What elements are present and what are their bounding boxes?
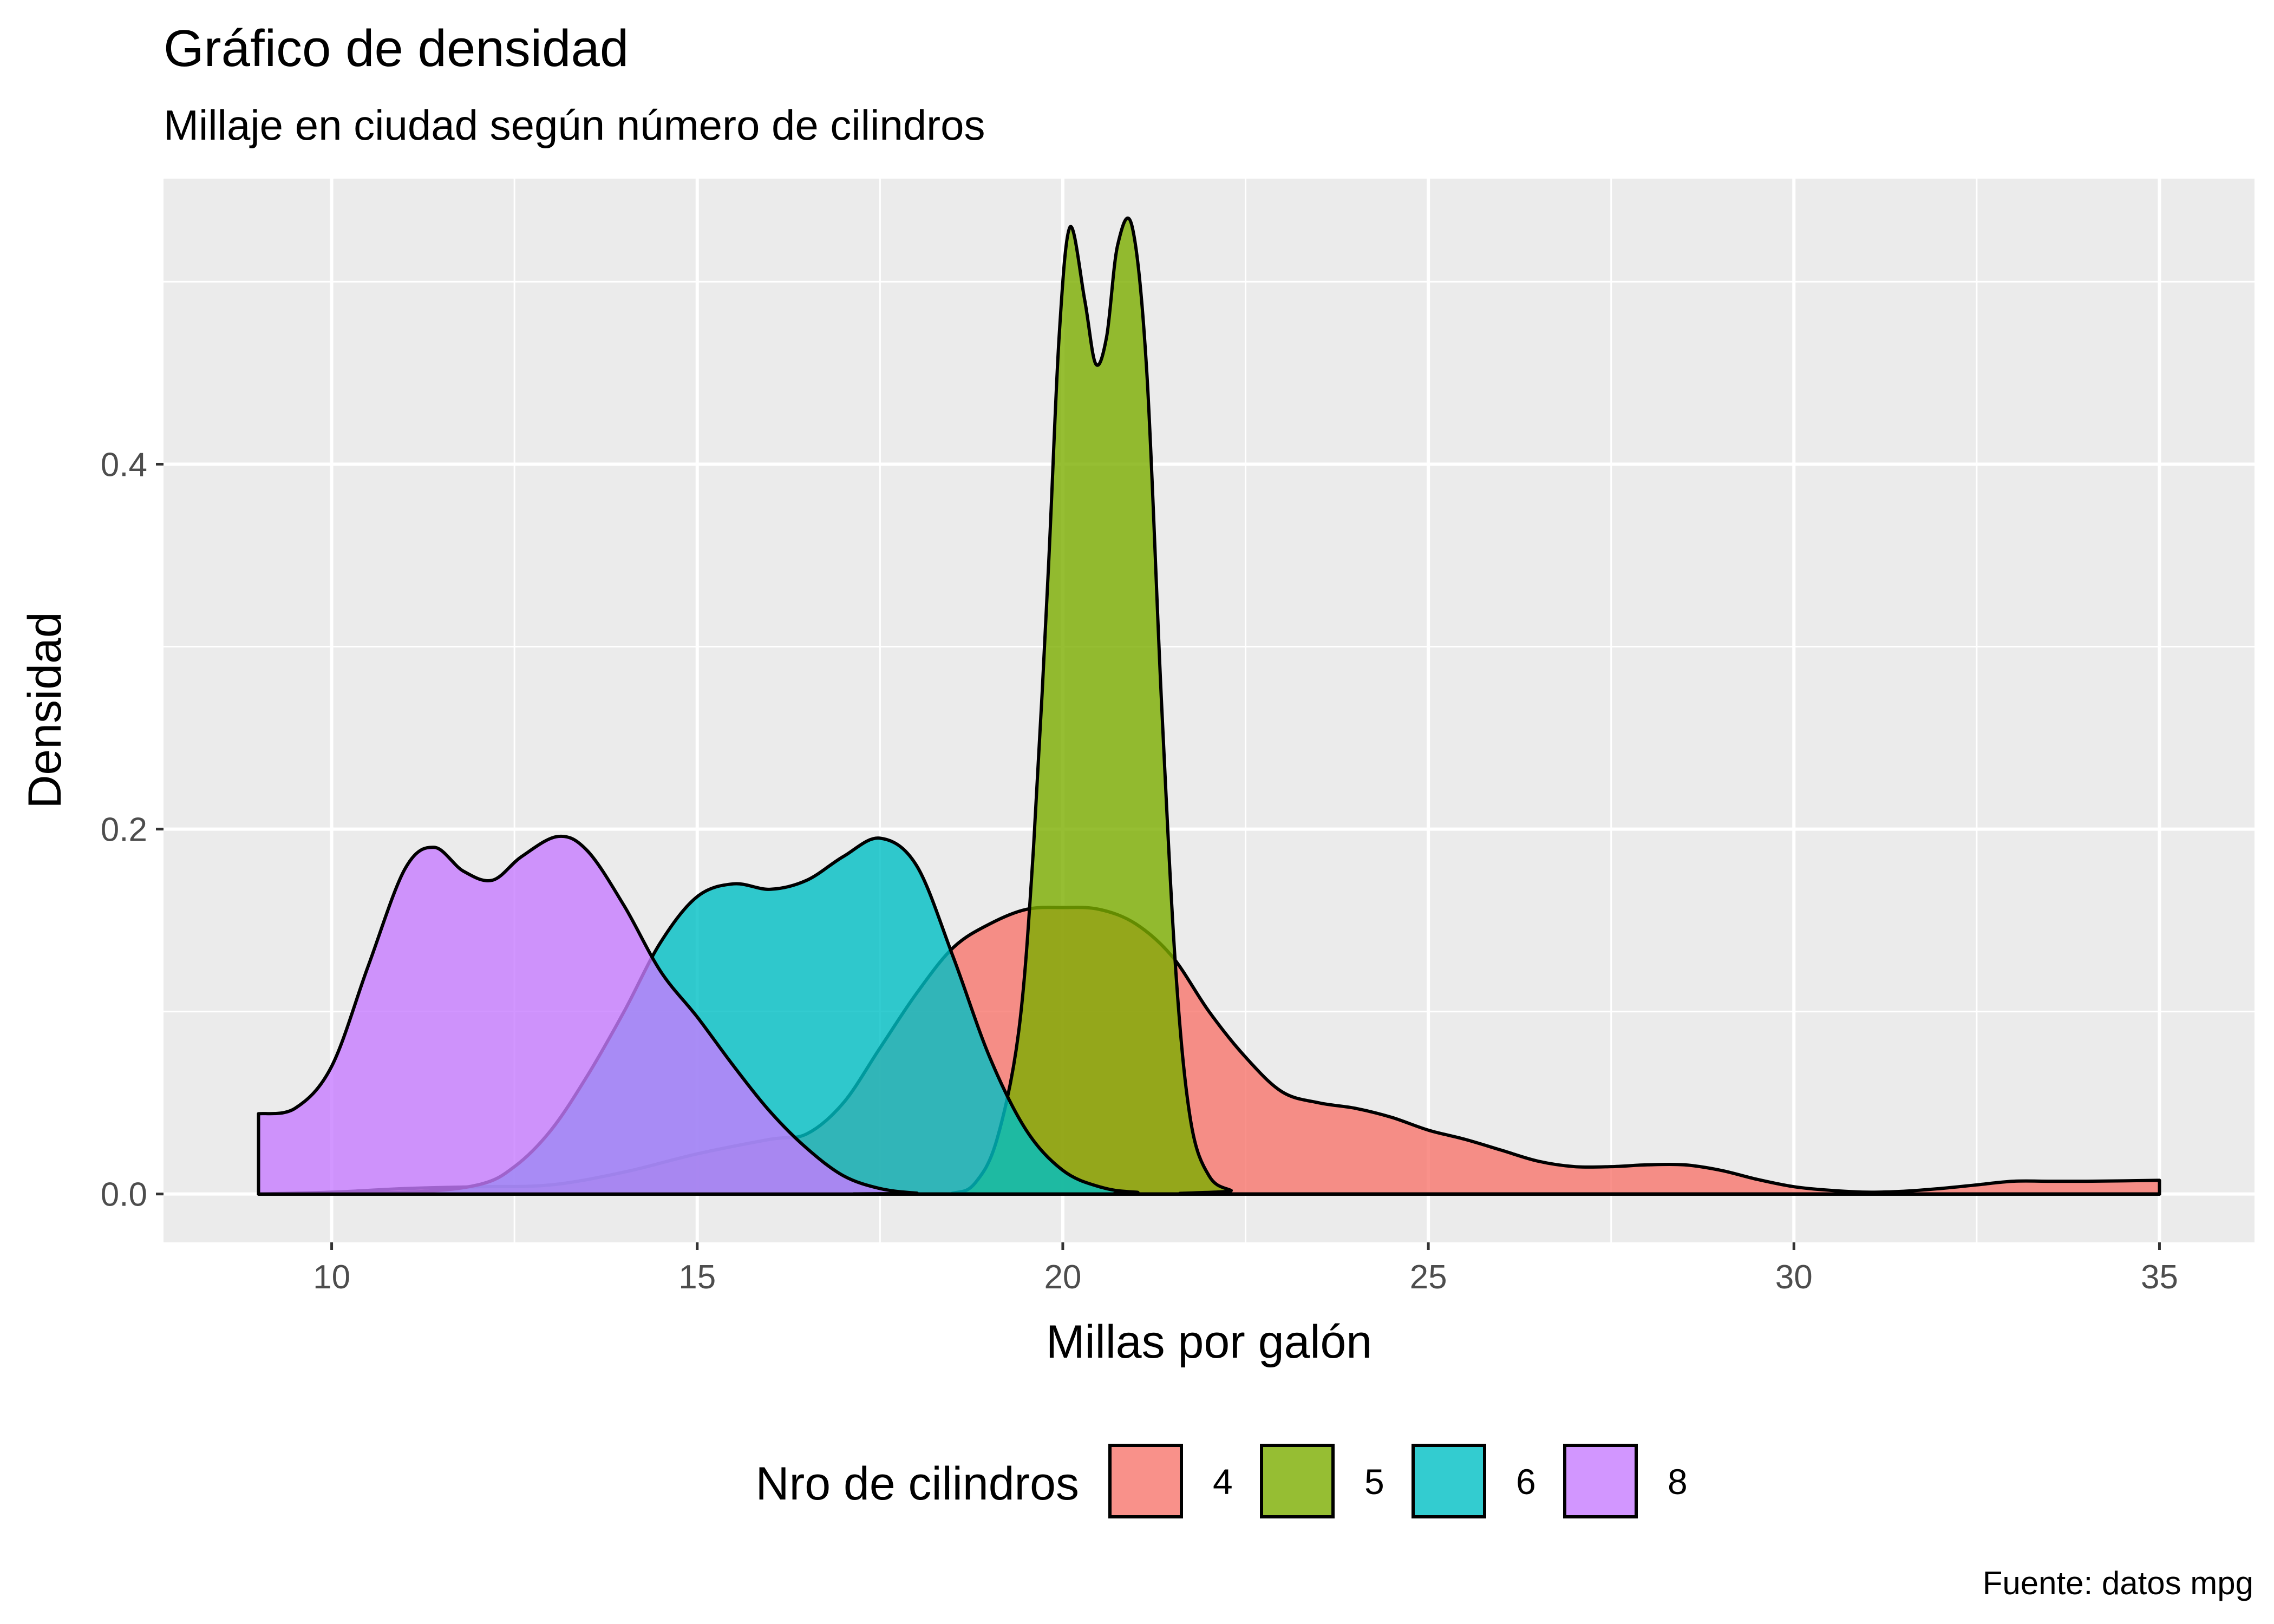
legend-label-4: 4	[1213, 1462, 1233, 1502]
x-tick-label: 10	[313, 1259, 350, 1296]
legend-key-4	[1108, 1444, 1183, 1518]
x-tick-label: 30	[1775, 1259, 1813, 1296]
legend-key-8	[1563, 1444, 1638, 1518]
y-tick-label: 0.2	[101, 811, 147, 849]
x-tick-label: 15	[678, 1259, 716, 1296]
chart-subtitle: Millaje en ciudad según número de cilind…	[164, 101, 985, 149]
x-tick-label: 20	[1044, 1259, 1081, 1296]
legend-label-6: 6	[1516, 1462, 1536, 1502]
chart-caption: Fuente: datos mpg	[1983, 1565, 2253, 1601]
x-tick-label: 25	[1410, 1259, 1447, 1296]
legend-title: Nro de cilindros	[756, 1458, 1079, 1510]
y-tick-label: 0.4	[101, 446, 147, 483]
density-series	[257, 216, 2161, 1196]
legend-items: 4 5 6 8	[1108, 1444, 1688, 1518]
chart-title: Gráfico de densidad	[164, 19, 629, 77]
y-axis-title: Densidad	[19, 612, 71, 808]
legend-label-8: 8	[1668, 1462, 1688, 1502]
y-tick-label: 0.0	[101, 1176, 147, 1214]
legend: Nro de cilindros 4 5 6 8	[756, 1444, 1688, 1518]
density-series-8	[257, 834, 2161, 1196]
legend-key-5	[1260, 1444, 1335, 1518]
x-tick-label: 35	[2141, 1259, 2178, 1296]
axis-ticks: 10 15 20 25 30 35 0.0 0.2 0.4	[101, 446, 2178, 1296]
x-axis-title: Millas por galón	[1046, 1316, 1372, 1368]
legend-label-5: 5	[1364, 1462, 1384, 1502]
legend-key-6	[1412, 1444, 1486, 1518]
